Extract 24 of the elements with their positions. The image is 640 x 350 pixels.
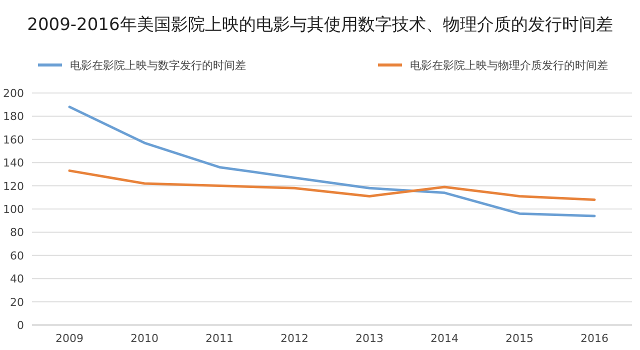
y-tick-label: 160 [3,133,24,146]
y-tick-label: 0 [17,319,24,332]
y-tick-label: 100 [3,203,24,216]
legend-label: 电影在影院上映与物理介质发行的时间差 [410,59,608,72]
legend-label: 电影在影院上映与数字发行的时间差 [70,59,246,72]
x-tick-label: 2016 [580,332,608,345]
y-tick-label: 200 [3,87,24,100]
line-series [68,106,596,218]
x-tick-label: 2015 [506,332,534,345]
x-tick-label: 2009 [56,332,84,345]
x-tick-label: 2013 [356,332,384,345]
y-tick-label: 180 [3,110,24,124]
y-tick-label: 80 [10,226,24,240]
y-tick-label: 120 [3,180,24,193]
x-tick-label: 2014 [430,332,458,345]
y-tick-label: 140 [3,156,24,170]
y-tick-label: 40 [10,272,24,286]
line-series [68,169,596,201]
y-tick-label: 20 [10,296,24,309]
chart-title: 2009-2016年美国影院上映的电影与其使用数字技术、物理介质的发行时间差 [27,15,613,35]
y-tick-label: 60 [10,249,24,262]
x-tick-label: 2011 [206,332,234,345]
x-tick-label: 2012 [280,332,308,345]
x-tick-label: 2010 [130,332,158,345]
